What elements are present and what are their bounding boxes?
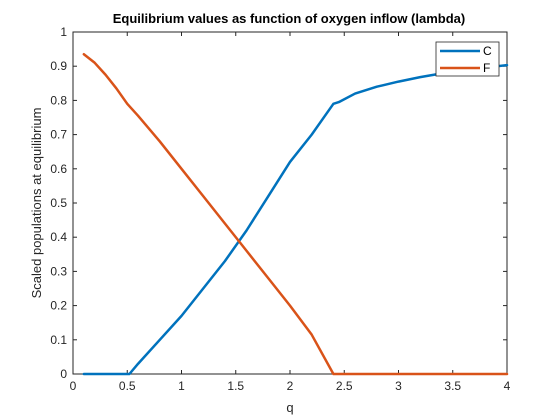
x-tick-label: 3.5: [444, 379, 461, 393]
y-axis: 0 0.1 0.2 0.3 0.4 0.5 0.6 0.7 0.8 0.9 1: [50, 25, 507, 381]
legend-label-c: C: [483, 44, 492, 58]
legend-box: [435, 41, 500, 77]
x-tick-label: 2: [287, 379, 294, 393]
y-tick-label: 1: [60, 25, 67, 39]
y-tick-label: 0.8: [50, 93, 67, 107]
y-axis-label: Scaled populations at equilibrium: [29, 108, 44, 299]
y-tick-label: 0: [60, 367, 67, 381]
y-tick-label: 0.4: [50, 230, 67, 244]
y-tick-label: 0.9: [50, 59, 67, 73]
series-line-c: [82, 63, 509, 376]
chart-title: Equilibrium values as function of oxygen…: [113, 11, 465, 26]
x-tick-label: 2.5: [336, 379, 353, 393]
series-lines: [82, 52, 509, 376]
legend: C F: [435, 41, 500, 77]
plot-area: [72, 31, 508, 375]
legend-label-f: F: [483, 61, 490, 75]
y-tick-label: 0.5: [50, 196, 67, 210]
y-tick-label: 0.6: [50, 162, 67, 176]
x-tick-label: 1: [178, 379, 185, 393]
y-tick-label: 0.1: [50, 333, 67, 347]
y-tick-label: 0.2: [50, 299, 67, 313]
x-tick-label: 0.5: [119, 379, 136, 393]
y-tick-label: 0.7: [50, 128, 67, 142]
x-axis: 0 0.5 1 1.5 2 2.5 3 3.5 4: [70, 32, 511, 393]
x-tick-label: 4: [504, 379, 511, 393]
x-tick-label: 3: [395, 379, 402, 393]
x-axis-label: q: [286, 400, 293, 415]
series-line-f: [82, 52, 509, 376]
x-tick-label: 1.5: [227, 379, 244, 393]
y-tick-label: 0.3: [50, 264, 67, 278]
x-tick-label: 0: [70, 379, 77, 393]
